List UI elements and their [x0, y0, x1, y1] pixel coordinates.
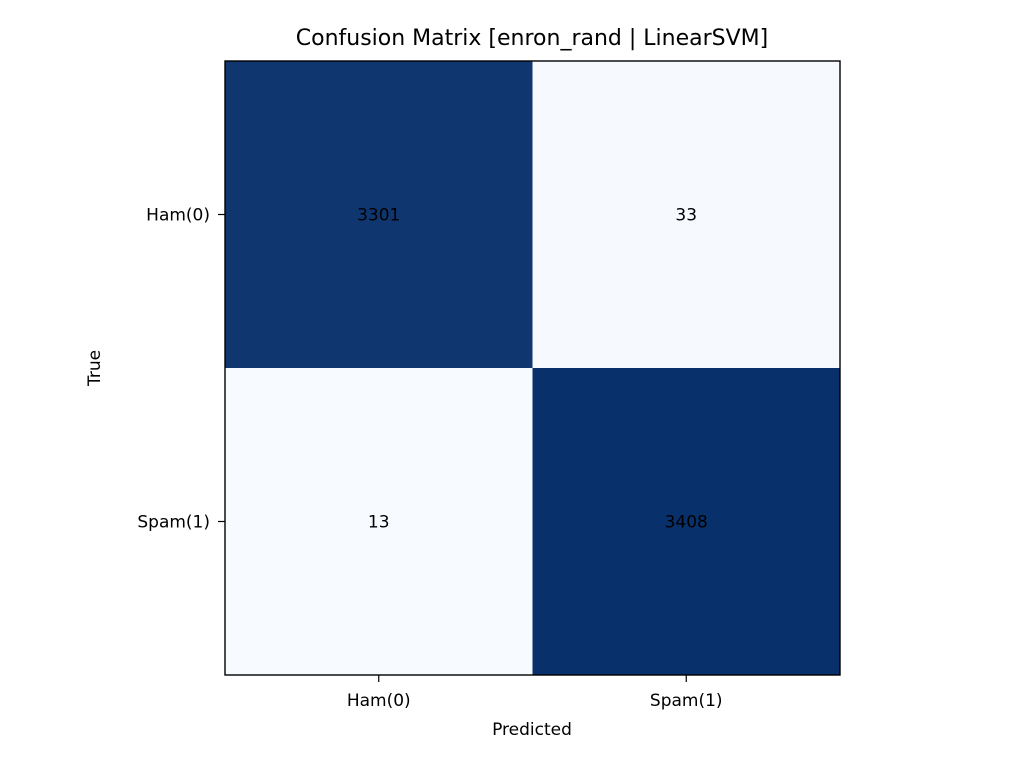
y-tick-label: Spam(1) [137, 513, 210, 533]
x-tick-label: Ham(0) [347, 691, 411, 711]
heatmap-cell-r1-c0 [225, 368, 533, 675]
cell-value-labels: 3301 33 13 3408 [357, 206, 708, 533]
cell-value-r1-c0: 13 [368, 513, 390, 533]
cell-value-r0-c1: 33 [675, 206, 697, 226]
x-tick-label: Spam(1) [650, 691, 723, 711]
cell-value-r0-c0: 3301 [357, 206, 400, 226]
y-tick-label: Ham(0) [146, 206, 210, 226]
x-axis-label: Predicted [492, 720, 572, 740]
y-axis-ticks: Ham(0) Spam(1) [137, 206, 225, 533]
x-axis-ticks: Ham(0) Spam(1) [347, 675, 723, 711]
heatmap-cells [225, 61, 840, 675]
cell-value-r1-c1: 3408 [665, 513, 708, 533]
heatmap-cell-r0-c0 [225, 61, 533, 368]
chart-title: Confusion Matrix [enron_rand | LinearSVM… [296, 26, 769, 51]
heatmap-cell-r1-c1 [532, 368, 840, 675]
heatmap-cell-r0-c1 [532, 61, 840, 368]
plot-frame [224, 60, 841, 676]
y-axis-label: True [85, 350, 105, 387]
